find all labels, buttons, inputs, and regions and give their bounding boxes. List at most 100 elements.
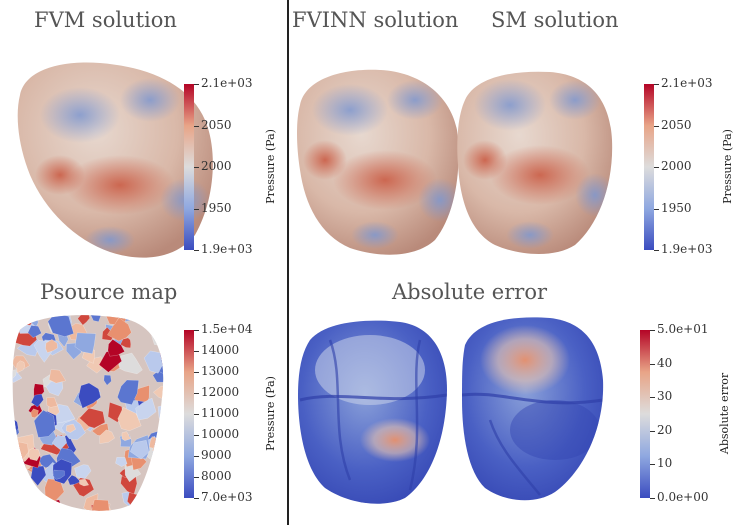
colorbar-tick-label: 5.0e+01	[657, 322, 709, 336]
colorbar-tick-label: 11000	[201, 406, 240, 420]
psource-patch	[151, 321, 164, 346]
colorbar-tickmark	[194, 167, 199, 168]
psource-patch	[23, 315, 50, 322]
psource-patch	[74, 464, 92, 480]
colorbar-tick-label: 2000	[201, 159, 232, 173]
psource-patch	[117, 379, 139, 405]
colorbar-tick-label: 8000	[201, 469, 232, 483]
colorbar-tick-label: 2050	[201, 117, 232, 132]
colorbar-tickmark	[654, 208, 659, 210]
psource-patch	[30, 465, 47, 487]
colorbar-tick-label: 2000	[661, 159, 692, 173]
psource-patch	[148, 315, 164, 320]
colorbar-axis-label: Pressure (Pa)	[720, 129, 734, 204]
colorbar-tickmark	[194, 456, 199, 457]
psource-patch	[30, 393, 44, 408]
psource-patch	[12, 501, 24, 511]
psource-patch	[14, 315, 38, 326]
colorbar-axis-label: Pressure (Pa)	[263, 376, 277, 451]
colorbar-tick-label: 1.9e+03	[661, 242, 713, 256]
psource-patch	[154, 315, 164, 317]
abs-error-title: Absolute error	[392, 280, 547, 304]
psource-title: Psource map	[40, 280, 178, 304]
colorbar-tickmark	[194, 208, 199, 210]
psource-patch	[157, 403, 164, 424]
psource-patch	[117, 407, 142, 432]
psource-patch	[45, 339, 58, 353]
psource-patch	[78, 382, 101, 409]
psource-patch	[99, 429, 115, 444]
colorbar-tickmark	[194, 393, 199, 394]
psource-patch	[160, 404, 164, 417]
colorbar-tickmark	[654, 167, 659, 168]
psource-patch	[90, 499, 110, 511]
psource-patch	[47, 315, 74, 337]
psource-patch	[52, 469, 65, 480]
psource-patch	[27, 448, 41, 461]
psource-patch	[120, 337, 132, 349]
colorbar-gradient	[640, 330, 650, 498]
colorbar-gradient	[184, 330, 194, 498]
colorbar-tick-label: 1950	[201, 200, 232, 215]
psource-patch	[74, 332, 97, 354]
psource-patch	[158, 331, 164, 350]
colorbar-tick-label: 1.9e+03	[201, 242, 253, 256]
colorbar-gradient	[644, 84, 654, 250]
psource-patch	[51, 435, 67, 450]
psource-patch	[146, 315, 164, 338]
psource-patch	[79, 478, 90, 487]
fvm-surface	[17, 62, 213, 258]
psource-patch	[160, 345, 164, 363]
colorbar-tick-label: 40	[657, 355, 673, 370]
psource-patch	[77, 315, 91, 326]
psource-patch	[16, 360, 26, 374]
colorbar-tick-label: 20	[657, 422, 673, 437]
psource-patch	[12, 369, 17, 381]
colorbar-tickmark	[194, 414, 199, 415]
colorbar-tick-label: 10	[657, 456, 673, 471]
psource-patch	[153, 457, 164, 473]
colorbar-tick-label: 14000	[201, 343, 240, 357]
psource-patch	[12, 473, 20, 489]
psource-patch	[107, 339, 125, 357]
colorbar-tickmark	[650, 363, 655, 365]
psource-patch	[67, 474, 81, 486]
colorbar-tickmark	[650, 330, 655, 331]
colorbar-tick-label: 30	[657, 389, 673, 404]
fvinn-title: FVINN solution	[292, 8, 459, 32]
psource-surface	[12, 315, 164, 511]
sm-surface	[457, 71, 613, 255]
psource-patch	[121, 431, 132, 441]
psource-patch	[30, 408, 39, 418]
colorbar-tickmark	[194, 351, 199, 352]
psource-patch	[152, 368, 164, 383]
psource-patch	[79, 407, 106, 429]
psource-patch	[152, 438, 164, 458]
psource-patch	[135, 397, 157, 421]
psource-patch	[152, 385, 164, 400]
colorbar-tickmark	[650, 464, 655, 466]
psource-patch	[28, 502, 45, 511]
colorbar-tickmark	[194, 250, 199, 251]
psource-patch	[130, 440, 150, 460]
psource-patch	[12, 460, 27, 475]
psource-patch	[147, 315, 164, 323]
panel-divider	[287, 0, 289, 525]
colorbar-tick-label: 0.0e+00	[657, 490, 709, 504]
psource-patch	[25, 315, 44, 319]
fvinn-surface	[297, 69, 459, 255]
error-surface-left	[298, 320, 447, 504]
colorbar-tickmark	[194, 477, 199, 478]
colorbar-tickmark	[194, 435, 199, 436]
psource-patch	[143, 350, 164, 374]
colorbar-tickmark	[654, 125, 659, 127]
psource-patch	[150, 448, 164, 475]
psource-patch	[33, 409, 56, 438]
colorbar-tick-label: 2.1e+03	[201, 76, 253, 90]
colorbar-tickmark	[650, 498, 655, 499]
psource-patch	[48, 369, 67, 384]
colorbar-tick-label: 10000	[201, 427, 240, 441]
sm-title: SM solution	[491, 8, 619, 32]
